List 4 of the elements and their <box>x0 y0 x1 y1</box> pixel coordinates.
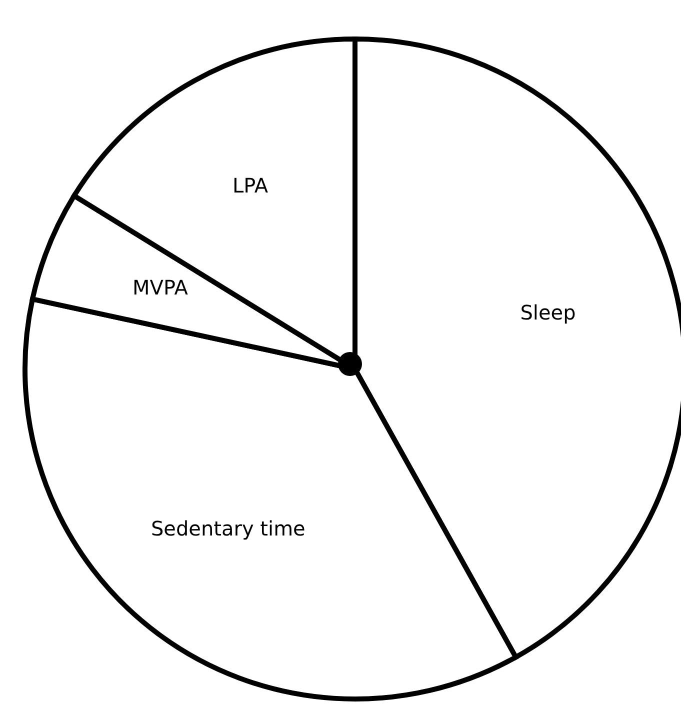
slice-label: MVPA <box>132 275 188 300</box>
slice-label: Sleep <box>520 300 576 324</box>
slice-label: LPA <box>232 173 268 198</box>
slice-label: Sedentary time <box>150 516 306 540</box>
